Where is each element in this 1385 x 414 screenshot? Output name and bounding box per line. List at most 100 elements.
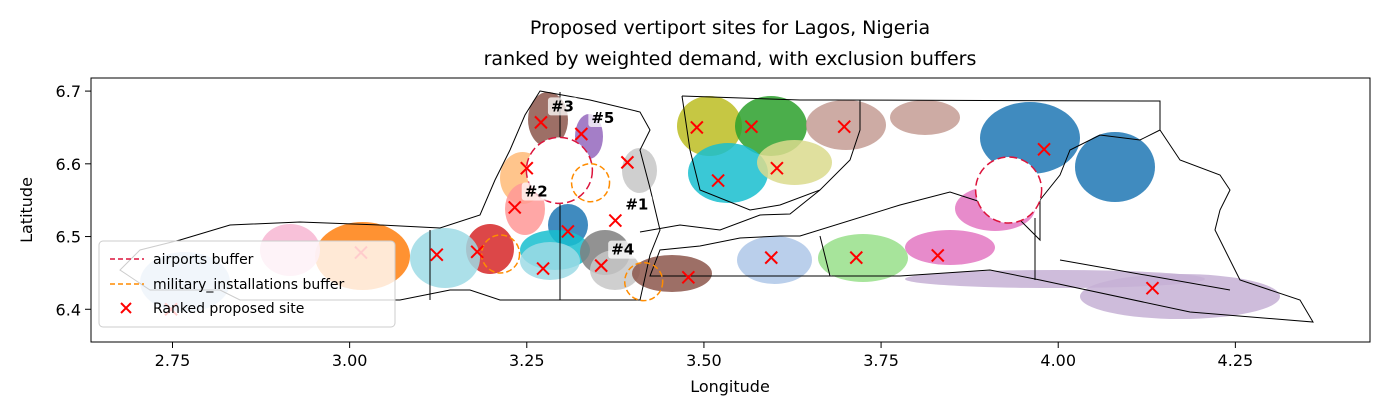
y-tick-label: 6.7 <box>56 82 81 101</box>
demand-cluster <box>410 228 480 288</box>
site-marker-stroke <box>620 155 635 170</box>
military-buffer-circle <box>570 162 611 203</box>
x-tick-label: 3.50 <box>686 351 722 370</box>
military-buffer-circle <box>623 261 664 302</box>
rank-label: #3 <box>551 97 574 115</box>
site-marker-stroke <box>711 173 725 188</box>
site-marker-stroke <box>770 161 784 175</box>
site-marker-stroke <box>430 248 444 262</box>
x-axis-ticks: 2.75 3.00 3.25 3.50 3.75 4.00 4.25 <box>155 342 1254 370</box>
site-marker <box>508 200 522 215</box>
y-tick-label: 6.5 <box>56 228 81 247</box>
demand-cluster <box>1080 274 1280 319</box>
site-marker <box>690 120 704 135</box>
plot-frame <box>90 77 1371 343</box>
site-marker <box>470 245 484 259</box>
site-marker <box>520 161 534 175</box>
site-marker <box>1145 281 1160 295</box>
rank-label: #4 <box>611 241 634 259</box>
legend-site-marker <box>120 302 132 314</box>
rank-label-bg <box>547 97 578 116</box>
site-marker <box>711 173 725 188</box>
demand-cluster <box>890 100 960 135</box>
site-marker <box>764 250 778 265</box>
site-marker <box>620 155 635 170</box>
chart-title: Proposed vertiport sites for Lagos, Nige… <box>530 17 930 39</box>
x-axis-label: Longitude <box>690 377 770 396</box>
site-marker-stroke <box>744 120 759 134</box>
rank-label: #2 <box>525 182 548 200</box>
x-tick-label: 3.75 <box>863 351 899 370</box>
site-marker-stroke <box>837 120 851 134</box>
site-marker <box>744 120 759 134</box>
demand-cluster <box>905 230 995 265</box>
site-marker-stroke <box>536 261 550 276</box>
boundary-outline <box>1059 259 1231 291</box>
site-marker <box>536 261 550 276</box>
site-marker <box>770 161 784 175</box>
site-marker-stroke <box>561 224 575 239</box>
proposed-site-layer <box>164 115 1160 316</box>
site-marker <box>608 213 623 228</box>
site-marker <box>681 270 696 284</box>
site-marker <box>837 120 851 134</box>
demand-cluster <box>757 140 832 185</box>
demand-cluster <box>818 234 908 282</box>
boundary-outline <box>639 189 821 233</box>
y-tick-label: 6.6 <box>56 155 81 174</box>
demand-cluster <box>590 250 640 290</box>
rank-label-bg <box>608 240 639 259</box>
site-marker <box>594 258 608 273</box>
site-marker-stroke <box>534 115 548 130</box>
legend: airports buffer military_installations b… <box>98 240 396 328</box>
site-marker <box>849 250 863 265</box>
site-marker <box>534 115 548 130</box>
demand-cluster <box>622 148 657 193</box>
rank-label: #5 <box>591 109 614 127</box>
demand-cluster <box>688 143 768 203</box>
legend-site-label: Ranked proposed site <box>153 301 304 317</box>
x-tick-label: 3.25 <box>509 351 545 370</box>
rank-label-bg <box>588 109 619 127</box>
site-marker-stroke <box>470 245 484 259</box>
x-tick-label: 2.75 <box>155 351 191 370</box>
site-marker-stroke <box>690 120 704 135</box>
x-tick-label: 4.00 <box>1040 351 1076 370</box>
site-marker <box>1037 142 1051 156</box>
site-marker-stroke <box>594 258 608 273</box>
chart-subtitle: ranked by weighted demand, with exclusio… <box>484 48 977 70</box>
legend-box <box>98 240 396 328</box>
site-marker-stroke <box>1145 281 1160 295</box>
legend-airport-label: airports buffer <box>153 252 254 268</box>
demand-cluster <box>632 255 712 292</box>
demand-cluster <box>980 102 1080 174</box>
site-marker <box>931 248 945 263</box>
y-tick-label: 6.4 <box>56 300 81 319</box>
legend-military-label: military_installations buffer <box>153 277 344 293</box>
site-marker-stroke <box>520 161 534 175</box>
military-buffer-circle <box>480 234 521 274</box>
y-axis-label: Latitude <box>17 177 36 243</box>
rank-label-layer: #1 #2 #3 #4 #5 <box>521 97 653 259</box>
site-marker-stroke <box>849 250 863 265</box>
site-marker-stroke <box>931 248 945 263</box>
demand-cluster <box>1075 132 1155 202</box>
demand-cluster <box>520 242 580 280</box>
site-marker-stroke <box>574 127 589 141</box>
airport-buffer-circle <box>974 156 1043 224</box>
boundary-outline <box>681 95 861 211</box>
boundary-outline <box>819 235 831 277</box>
site-marker-stroke <box>508 200 522 215</box>
x-tick-label: 3.00 <box>332 351 368 370</box>
site-marker <box>430 248 444 262</box>
site-marker-stroke <box>764 250 778 265</box>
site-marker <box>574 127 589 141</box>
demand-cluster <box>677 96 742 156</box>
x-tick-label: 4.25 <box>1218 351 1254 370</box>
boundary-outline <box>649 95 1314 323</box>
rank-label: #1 <box>625 196 648 214</box>
y-axis-ticks: 6.4 6.5 6.6 6.7 <box>56 82 91 319</box>
site-marker <box>561 224 575 239</box>
site-marker-stroke <box>1037 142 1051 156</box>
